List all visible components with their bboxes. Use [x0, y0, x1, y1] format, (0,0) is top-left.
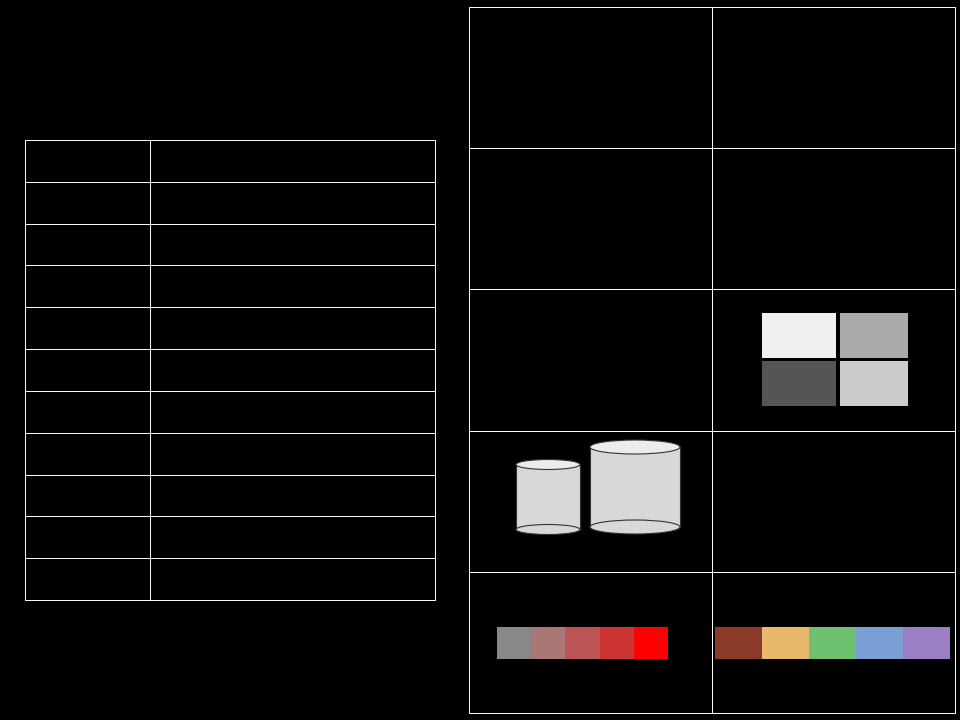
Bar	[712, 148, 955, 289]
Bar	[469, 148, 712, 289]
Bar	[840, 361, 908, 406]
Bar	[840, 313, 908, 358]
Bar	[903, 627, 950, 659]
Bar	[469, 572, 712, 713]
Bar	[712, 7, 955, 148]
Bar	[715, 627, 762, 659]
Bar	[531, 627, 565, 659]
Bar	[712, 572, 955, 713]
Bar	[590, 447, 680, 527]
Ellipse shape	[590, 520, 680, 534]
Bar	[809, 627, 856, 659]
Bar	[25, 140, 435, 600]
Bar	[762, 361, 836, 406]
Bar	[469, 431, 712, 572]
Bar	[762, 627, 809, 659]
Bar	[634, 627, 668, 659]
Bar	[469, 7, 712, 148]
Ellipse shape	[516, 524, 580, 534]
Bar	[600, 627, 634, 659]
Bar	[712, 289, 955, 431]
Bar	[712, 431, 955, 572]
Bar	[565, 627, 600, 659]
Bar	[856, 627, 903, 659]
Bar	[497, 627, 531, 659]
Bar	[516, 464, 580, 529]
Ellipse shape	[590, 440, 680, 454]
Ellipse shape	[516, 459, 580, 469]
Bar	[469, 289, 712, 431]
Bar	[762, 313, 836, 358]
